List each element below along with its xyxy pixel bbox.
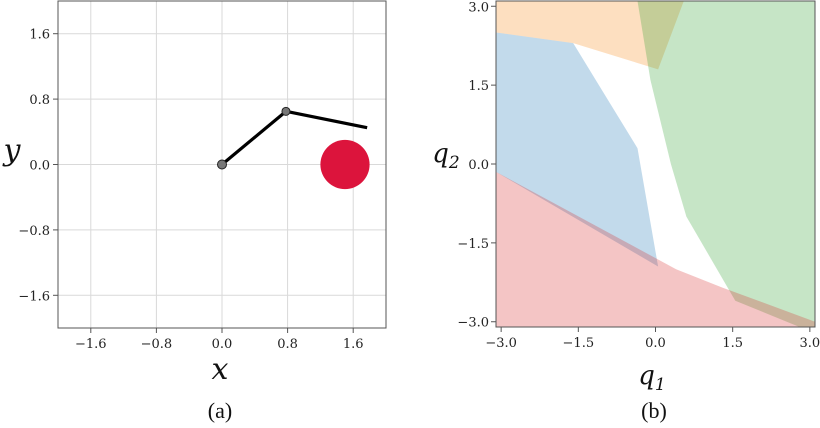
- panel-b-y-tick-label: −1.5: [457, 237, 489, 252]
- panel-b-y-tick-label: −3.0: [457, 316, 489, 331]
- panel-b-x-tick-label: 0.0: [645, 336, 666, 351]
- panel-b-y-label-base: q: [432, 139, 449, 169]
- panel-b-x-axis-label: q1: [638, 361, 665, 395]
- panel-b-x-tick-label: −1.5: [563, 336, 595, 351]
- panel-b-caption: (b): [641, 398, 667, 423]
- panel-a-y-tick-label: 0.0: [29, 159, 50, 174]
- panel-a-y-tick-label: 0.8: [29, 93, 50, 108]
- panel-b-region-4: [496, 171, 815, 327]
- panel-b-x-ticks: −3.0 −1.5 0.0 1.5 3.0: [485, 327, 820, 351]
- panel-b-y-ticks: 3.0 1.5 0.0 −1.5 −3.0: [457, 0, 496, 331]
- panel-b-plot: −3.0 −1.5 0.0 1.5 3.0 3.01.50.0−1.5−3.0 q1 q…: [432, 0, 820, 423]
- panel-a-plot: −1.6 −0.8 0.0 0.8 1.6 1.60.80.0−0.8−1.6 x y …: [2, 0, 387, 423]
- panel-b-y-tick-label: 1.5: [468, 79, 489, 94]
- panel-b-region-2: [637, 1, 815, 327]
- panel-a-x-tick-label: 0.8: [277, 337, 298, 352]
- obstacle-circle: [320, 139, 370, 190]
- panel-b-y-tick-label: 0.0: [468, 158, 489, 173]
- panel-b-region-1: [496, 1, 684, 70]
- panel-b-regions: [496, 1, 815, 327]
- panel-a-x-tick-label: 1.6: [343, 337, 364, 352]
- panel-a-x-ticks: −1.6 −0.8 0.0 0.8 1.6: [75, 328, 364, 352]
- arm-joint: [217, 159, 227, 170]
- panel-a-y-tick-label: 1.6: [29, 28, 50, 43]
- panel-b-y-axis-label: q2: [432, 139, 459, 173]
- panel-b-x-tick-label: 1.5: [722, 336, 743, 351]
- panel-a-arm-layer: [217, 106, 368, 170]
- panel-a-caption: (a): [208, 398, 232, 423]
- panel-b-region-3: [496, 32, 659, 267]
- panel-a-x-axis-label: x: [212, 352, 229, 387]
- arm-link: [285, 109, 368, 130]
- panel-b-x-tick-label: −3.0: [485, 336, 517, 351]
- arm-link: [220, 110, 287, 166]
- panel-a-y-tick-label: −0.8: [18, 224, 50, 239]
- panel-a-obstacle-layer: [320, 139, 370, 190]
- panel-a-x-tick-label: −0.8: [141, 337, 173, 352]
- panel-b-y-label-sub: 2: [448, 153, 460, 173]
- panel-b-x-tick-label: 3.0: [800, 336, 820, 351]
- panel-a-x-tick-label: −1.6: [75, 337, 107, 352]
- panel-b-x-label-base: q: [638, 361, 655, 391]
- panel-a-y-tick-label: −1.6: [18, 289, 50, 304]
- panel-b-x-label-sub: 1: [655, 375, 666, 395]
- arm-joint: [281, 106, 291, 116]
- panel-a-y-ticks: 1.6 0.8 0.0 −0.8 −1.6: [18, 28, 58, 304]
- panel-a-y-axis-label: y: [2, 133, 22, 168]
- panel-b-y-tick-label: 3.0: [468, 0, 489, 15]
- panel-a-x-tick-label: 0.0: [212, 337, 233, 352]
